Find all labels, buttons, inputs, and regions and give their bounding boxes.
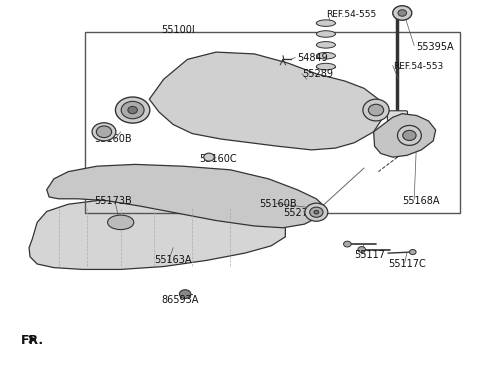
Polygon shape bbox=[149, 52, 383, 150]
Ellipse shape bbox=[316, 42, 336, 48]
Ellipse shape bbox=[316, 31, 336, 37]
Ellipse shape bbox=[116, 97, 150, 123]
Polygon shape bbox=[47, 164, 326, 228]
Ellipse shape bbox=[128, 107, 137, 114]
Ellipse shape bbox=[96, 126, 112, 138]
Ellipse shape bbox=[305, 203, 328, 221]
Ellipse shape bbox=[316, 20, 336, 26]
Circle shape bbox=[409, 250, 416, 254]
Text: 55117: 55117 bbox=[355, 250, 385, 260]
Text: FR.: FR. bbox=[21, 334, 44, 346]
Ellipse shape bbox=[403, 130, 416, 141]
Text: 55160B: 55160B bbox=[95, 134, 132, 144]
Text: 55395A: 55395A bbox=[417, 42, 454, 52]
Ellipse shape bbox=[368, 104, 384, 116]
Circle shape bbox=[180, 290, 191, 299]
Text: 55275A: 55275A bbox=[283, 208, 321, 218]
Text: 55289: 55289 bbox=[302, 69, 333, 79]
Text: 55173B: 55173B bbox=[95, 196, 132, 205]
Text: REF.54-555: REF.54-555 bbox=[326, 9, 376, 19]
Text: 55168A: 55168A bbox=[402, 196, 440, 205]
Ellipse shape bbox=[314, 210, 319, 214]
Ellipse shape bbox=[316, 64, 336, 70]
Polygon shape bbox=[373, 114, 436, 157]
Ellipse shape bbox=[108, 215, 134, 230]
Text: REF.54-553: REF.54-553 bbox=[393, 62, 443, 71]
Ellipse shape bbox=[121, 101, 144, 119]
Text: 55163A: 55163A bbox=[154, 255, 192, 265]
Circle shape bbox=[344, 241, 351, 247]
Text: 55117C: 55117C bbox=[388, 259, 426, 269]
Text: 55100I: 55100I bbox=[161, 25, 195, 35]
Text: 54849: 54849 bbox=[297, 53, 328, 62]
Ellipse shape bbox=[204, 153, 214, 161]
Circle shape bbox=[398, 10, 407, 16]
Ellipse shape bbox=[316, 53, 336, 59]
Polygon shape bbox=[29, 199, 285, 269]
Ellipse shape bbox=[397, 126, 421, 145]
FancyBboxPatch shape bbox=[387, 111, 408, 133]
Ellipse shape bbox=[310, 207, 323, 217]
Text: 86593A: 86593A bbox=[161, 295, 199, 305]
Ellipse shape bbox=[92, 123, 116, 141]
Circle shape bbox=[393, 6, 412, 20]
Circle shape bbox=[358, 247, 365, 253]
Text: 55160B: 55160B bbox=[259, 199, 297, 209]
Ellipse shape bbox=[363, 99, 389, 121]
Text: 55160C: 55160C bbox=[199, 154, 237, 164]
